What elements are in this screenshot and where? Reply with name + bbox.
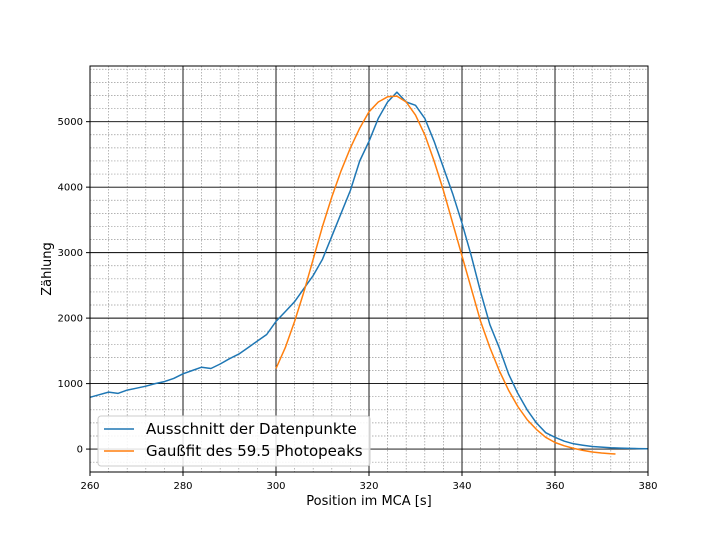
legend-label-2: Gaußfit des 59.5 Photopeaks — [146, 442, 363, 460]
y-tick-label: 5000 — [58, 117, 83, 128]
x-tick-label: 300 — [266, 481, 285, 492]
y-tick-label: 0 — [77, 445, 83, 456]
y-tick-label: 2000 — [58, 314, 83, 325]
x-axis-label: Position im MCA [s] — [306, 494, 431, 509]
x-tick-label: 380 — [638, 481, 657, 492]
series-line-2 — [275, 95, 616, 455]
x-tick-label: 260 — [80, 481, 99, 492]
legend-box — [97, 415, 371, 467]
x-tick-label: 320 — [359, 481, 378, 492]
y-tick-label: 1000 — [58, 379, 83, 390]
y-tick-label: 4000 — [58, 183, 83, 194]
series-layer — [89, 91, 649, 455]
axis-ticks: 260 280 300 320 340 360 380 0 1000 2000 3000 4000 50… — [58, 117, 658, 492]
x-tick-label: 280 — [173, 481, 192, 492]
x-tick-label: 340 — [452, 481, 471, 492]
series-line-1 — [89, 91, 649, 450]
y-tick-label: 3000 — [58, 248, 83, 259]
x-tick-label: 360 — [545, 481, 564, 492]
y-axis-label: Zählung — [40, 242, 55, 295]
legend-label-1: Ausschnitt der Datenpunkte — [146, 420, 357, 438]
legend: Ausschnitt der Datenpunkte Gaußfit des 59… — [97, 415, 371, 467]
